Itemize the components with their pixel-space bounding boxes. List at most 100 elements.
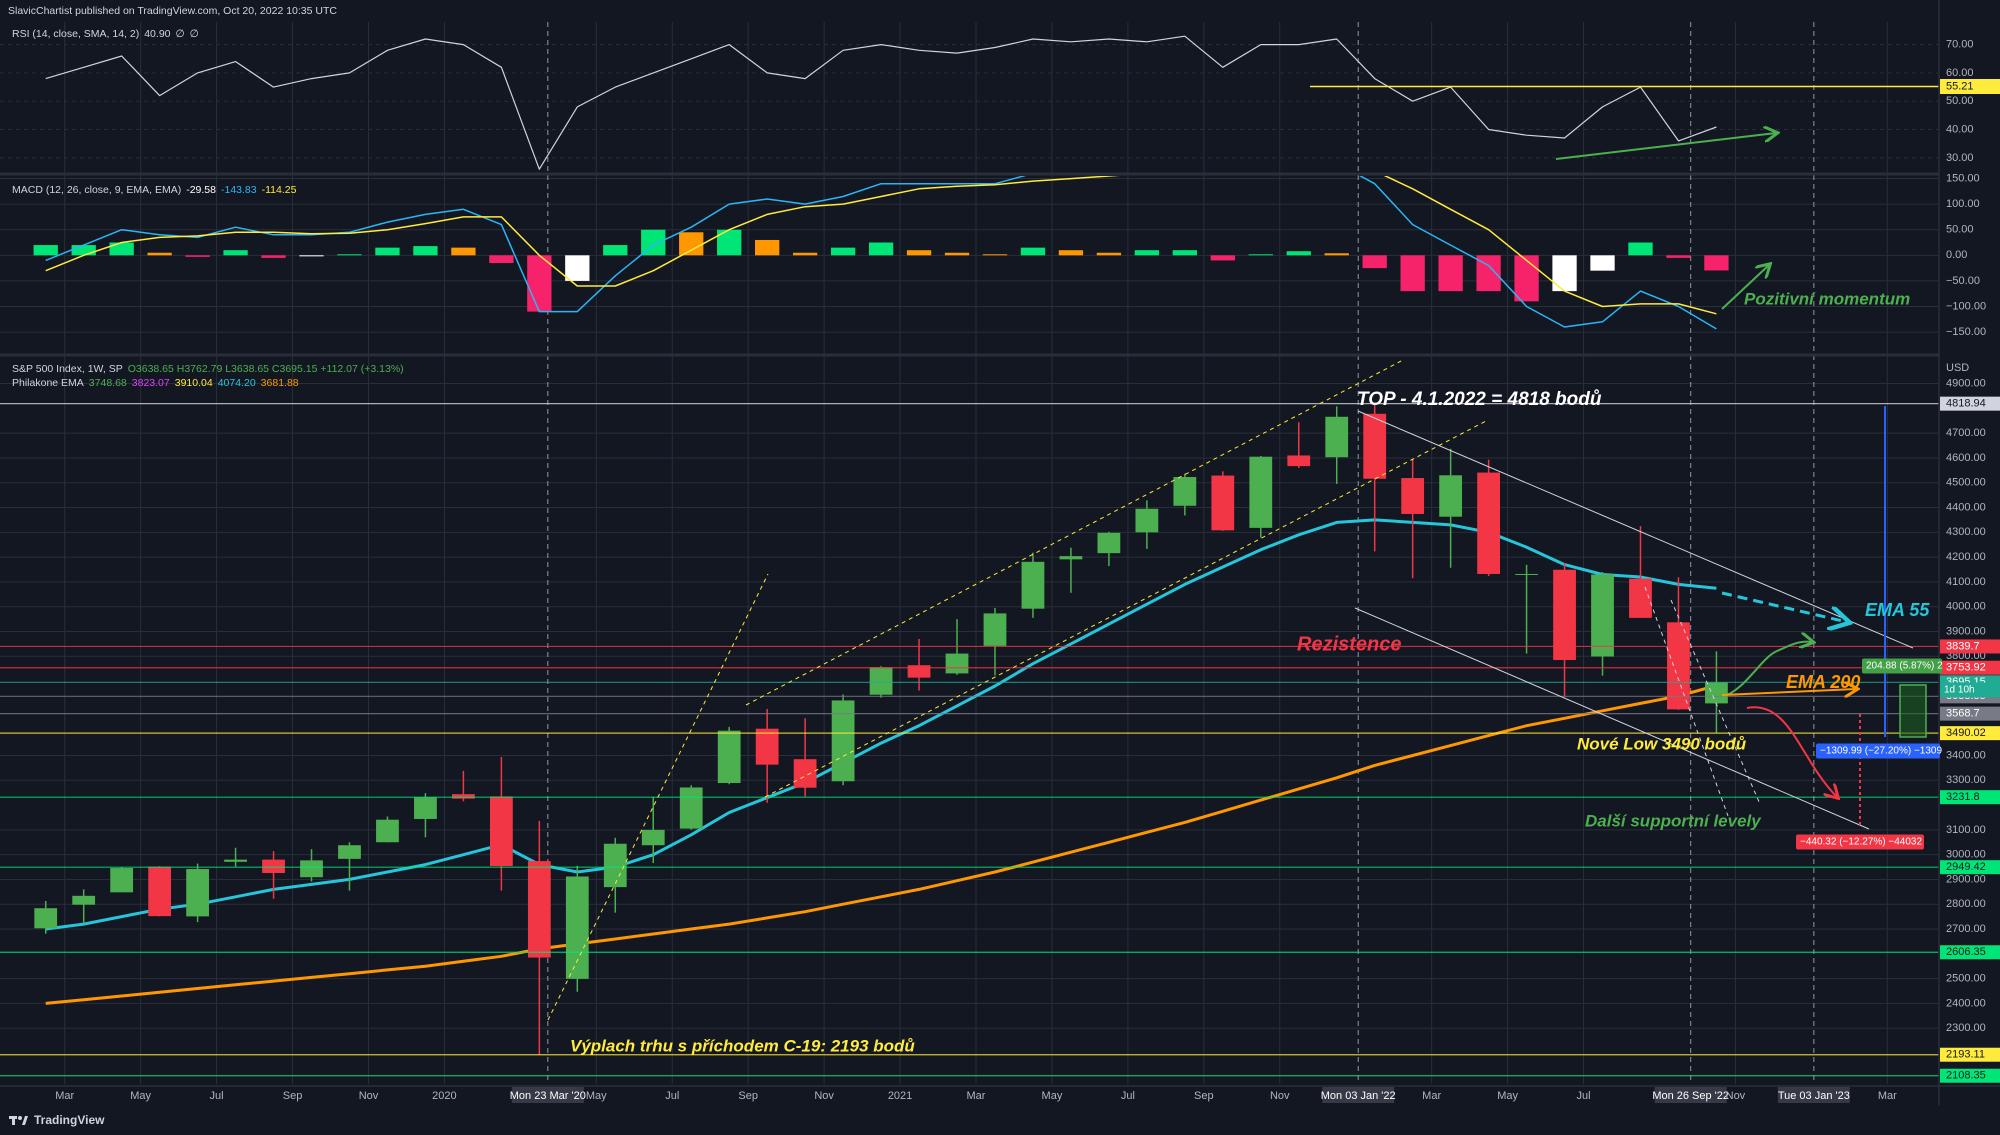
x-tick-label: Nov bbox=[1270, 1090, 1290, 1102]
channel-line bbox=[1357, 410, 1914, 649]
y-tick-label: 100.00 bbox=[1946, 198, 1980, 210]
histogram-bar bbox=[1438, 255, 1463, 292]
rsi-line bbox=[45, 35, 1717, 170]
annotation: Nové Low 3490 bodů bbox=[1577, 734, 1747, 753]
y-tick-label: 0.00 bbox=[1946, 249, 1967, 261]
arrow bbox=[1721, 642, 1812, 698]
x-tick-label: May bbox=[1042, 1090, 1063, 1102]
histogram-bar bbox=[679, 232, 704, 256]
ema-line bbox=[45, 518, 1717, 931]
measure-box bbox=[1940, 682, 2000, 698]
ema-legend: Philakone EMA 3748.68 3823.07 3910.04 4074.2… bbox=[12, 377, 309, 389]
level-label: 4818.94 bbox=[1946, 398, 1986, 410]
annotation: Rezistence bbox=[1297, 633, 1402, 655]
level-label: 3231.8 bbox=[1946, 791, 1980, 803]
histogram-bar bbox=[830, 247, 856, 256]
x-tick-label: May bbox=[586, 1090, 607, 1102]
level-label-bg bbox=[1940, 396, 2000, 411]
y-tick-label: 40.00 bbox=[1946, 123, 1974, 135]
histogram-bar bbox=[337, 254, 362, 256]
arrow bbox=[1555, 133, 1776, 160]
x-tick-label: Mar bbox=[1878, 1090, 1897, 1102]
y-tick-label: −100.00 bbox=[1946, 300, 1986, 312]
tradingview-logo bbox=[9, 1116, 28, 1125]
projection-box bbox=[1899, 684, 1927, 738]
candle-body bbox=[1135, 508, 1159, 533]
level-label: 3839.7 bbox=[1946, 640, 1980, 652]
arrow bbox=[1721, 265, 1769, 310]
histogram-bar bbox=[261, 255, 286, 258]
rsi-legend: RSI (14, close, SMA, 14, 2) 40.90 ∅ ∅ bbox=[12, 28, 209, 40]
histogram-bar bbox=[1628, 242, 1653, 256]
candle-body bbox=[72, 895, 96, 905]
candle-body bbox=[831, 700, 855, 782]
candle-body bbox=[1515, 573, 1538, 575]
candle-body bbox=[1667, 622, 1690, 710]
candle-body bbox=[414, 797, 437, 819]
histogram-bar bbox=[527, 255, 552, 312]
measure-box bbox=[1816, 743, 1940, 759]
y-tick-label: 4200.00 bbox=[1946, 551, 1986, 563]
annotation: TOP - 4.1.2022 = 4818 bodů bbox=[1357, 389, 1602, 410]
x-tick-highlight bbox=[511, 1087, 584, 1103]
histogram-bar bbox=[413, 246, 438, 256]
ema-legend-value: 3910.04 bbox=[174, 377, 213, 389]
level-label-bg bbox=[1940, 726, 2000, 741]
x-tick-label: Sep bbox=[738, 1090, 758, 1102]
level-label-bg bbox=[1940, 790, 2000, 805]
candle-body bbox=[1629, 578, 1652, 618]
candle-body bbox=[300, 860, 323, 878]
candle-body bbox=[1325, 416, 1349, 458]
axes: 70.00 60.00 50.00 40.00 30.00 150.00 100.00 50.… bbox=[55, 39, 2000, 1103]
candle-body bbox=[186, 869, 209, 917]
measure-text: −440.32 (−12.27%) −44032 bbox=[1800, 837, 1922, 848]
header: SlavicChartist published on TradingView.… bbox=[8, 5, 342, 17]
level-label-bg bbox=[1940, 639, 2000, 654]
arrow bbox=[1746, 706, 1837, 797]
y-tick-label: 2800.00 bbox=[1946, 898, 1986, 910]
channel-line bbox=[745, 359, 1404, 706]
y-tick-label: 30.00 bbox=[1946, 152, 1974, 164]
x-tick-label: May bbox=[130, 1090, 151, 1102]
y-tick-label: −150.00 bbox=[1946, 326, 1986, 338]
y-tick-label: 70.00 bbox=[1946, 39, 1974, 51]
x-tick-label: Jul bbox=[210, 1090, 224, 1102]
macd-pane bbox=[33, 176, 1729, 330]
histogram-bar bbox=[1362, 255, 1387, 269]
candle-body bbox=[1249, 456, 1273, 528]
y-tick-label: 2400.00 bbox=[1946, 997, 1986, 1009]
annotations: 204.88 (5.87%) 2 1d 10h −1309.99 (−27.20%)… bbox=[570, 289, 2000, 1055]
histogram-bar bbox=[109, 242, 134, 256]
macd-title: MACD (12, 26, close, 9, EMA, EMA) bbox=[12, 184, 182, 196]
y-tick-label: 3100.00 bbox=[1946, 824, 1986, 836]
trend-line bbox=[1644, 586, 1729, 817]
annotation: EMA 55 bbox=[1865, 600, 1930, 620]
arrow bbox=[1721, 689, 1856, 695]
candle-body bbox=[1591, 574, 1614, 657]
y-tick-label: 4100.00 bbox=[1946, 576, 1986, 588]
candle-body bbox=[1705, 682, 1728, 704]
x-tick-label: May bbox=[1497, 1090, 1518, 1102]
candle-body bbox=[717, 730, 741, 783]
x-tick-label: Mon 23 Mar '20 bbox=[510, 1090, 586, 1102]
candle-body bbox=[224, 859, 247, 862]
annotation: EMA 200 bbox=[1786, 672, 1860, 692]
y-tick-label: 150.00 bbox=[1946, 172, 1980, 184]
x-tick-highlight bbox=[1654, 1087, 1727, 1103]
y-tick-label: 4000.00 bbox=[1946, 601, 1986, 613]
level-label-bg bbox=[1940, 660, 2000, 675]
histogram-bar bbox=[1286, 251, 1311, 256]
ema-line bbox=[45, 684, 1717, 1005]
candle-body bbox=[679, 787, 703, 829]
candle-body bbox=[1287, 455, 1311, 467]
candle-body bbox=[1477, 472, 1500, 574]
candle-body bbox=[110, 868, 134, 893]
candle-body bbox=[338, 845, 361, 859]
x-tick-label: Mar bbox=[1422, 1090, 1441, 1102]
x-tick-label: Tue 03 Jan '23 bbox=[1778, 1090, 1850, 1102]
rsi-title: RSI (14, close, SMA, 14, 2) bbox=[12, 28, 140, 40]
histogram-bar bbox=[489, 255, 514, 263]
histogram-bar bbox=[1590, 255, 1615, 271]
histogram-bar bbox=[223, 250, 248, 256]
